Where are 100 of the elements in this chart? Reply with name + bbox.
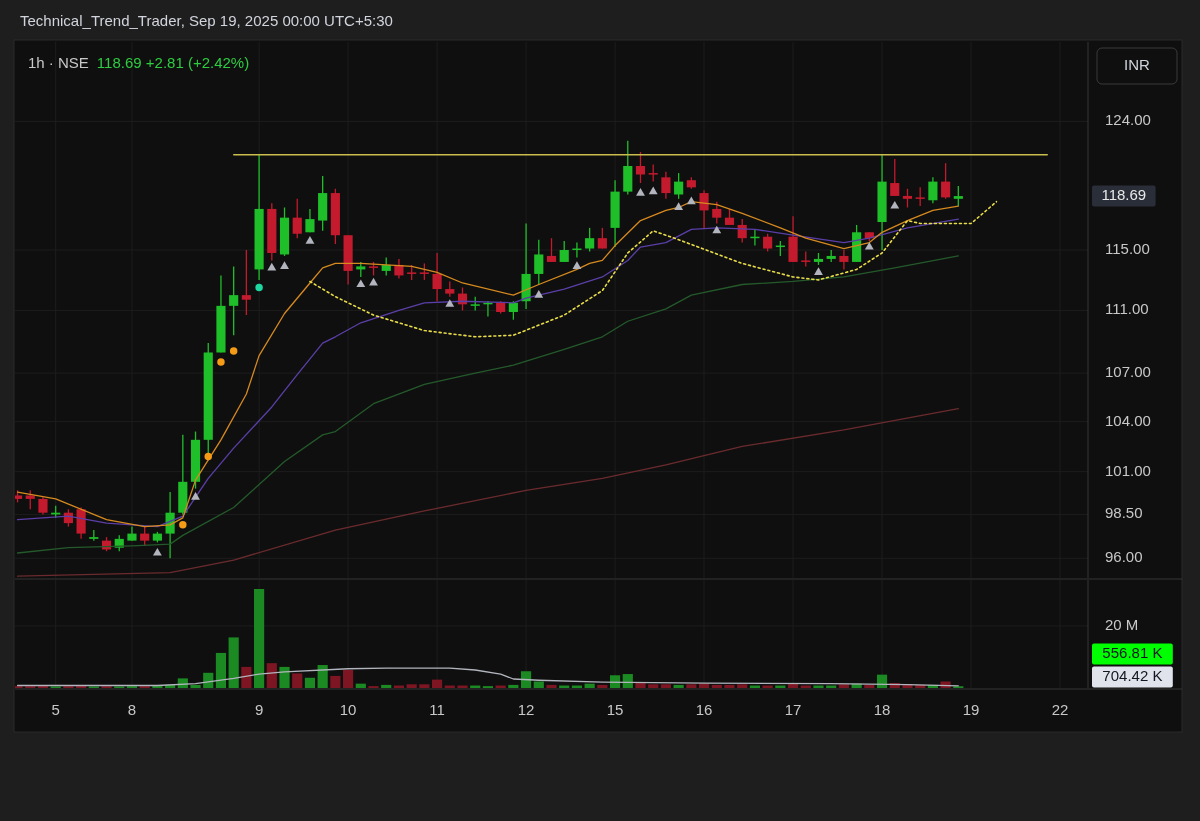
y-tick-label: 111.00 bbox=[1105, 300, 1149, 318]
candlestick bbox=[674, 172, 684, 200]
bar bbox=[533, 681, 544, 688]
bar bbox=[686, 684, 697, 688]
point bbox=[217, 358, 225, 366]
candlestick bbox=[953, 185, 963, 207]
bar bbox=[648, 684, 659, 688]
text: INR bbox=[1124, 55, 1151, 73]
point bbox=[864, 241, 874, 250]
point bbox=[814, 267, 823, 275]
candlestick bbox=[25, 489, 35, 510]
text: 118.69 bbox=[1101, 186, 1147, 204]
x-tick-label: 8 bbox=[127, 700, 137, 718]
bar bbox=[279, 666, 290, 688]
y-tick-label: 101.00 bbox=[1105, 461, 1151, 479]
point bbox=[179, 521, 187, 529]
bar bbox=[381, 684, 392, 688]
y-tick-label: 98.50 bbox=[1105, 504, 1143, 522]
point bbox=[686, 196, 696, 205]
bar bbox=[241, 666, 252, 688]
point bbox=[204, 452, 212, 461]
candlestick bbox=[635, 151, 646, 184]
bar bbox=[737, 684, 748, 688]
bar bbox=[635, 683, 646, 688]
text: Technical_Trend_Trader, Sep 19, 2025 00:00 UTC+5:30 bbox=[20, 11, 393, 29]
x-tick-label: 9 bbox=[254, 700, 264, 718]
candlestick bbox=[928, 176, 938, 204]
candlestick bbox=[534, 239, 544, 286]
point bbox=[305, 236, 315, 244]
x-tick-label: 5 bbox=[51, 700, 60, 718]
x-tick-label: 15 bbox=[606, 700, 624, 718]
candlestick bbox=[941, 162, 951, 200]
bar bbox=[343, 670, 354, 688]
y-tick-label: 20 M bbox=[1105, 615, 1139, 633]
bar bbox=[190, 684, 201, 688]
y-tick-label: 107.00 bbox=[1105, 363, 1151, 381]
bar bbox=[546, 684, 557, 688]
point bbox=[674, 202, 684, 211]
line-series bbox=[16, 407, 959, 577]
y-tick-label: 104.00 bbox=[1105, 411, 1151, 429]
bar bbox=[609, 675, 621, 688]
x-tick-label: 10 bbox=[339, 700, 357, 718]
candlestick bbox=[229, 265, 239, 336]
text: 704.42 K bbox=[1102, 666, 1163, 684]
candlestick bbox=[559, 240, 569, 263]
bar bbox=[864, 684, 875, 688]
point bbox=[636, 187, 645, 196]
bar bbox=[304, 677, 316, 688]
x-tick-label: 22 bbox=[1051, 700, 1069, 718]
bar bbox=[520, 671, 532, 688]
bar bbox=[584, 683, 595, 688]
text: 556.81 K bbox=[1102, 643, 1163, 661]
y-tick-label: 124.00 bbox=[1105, 111, 1151, 129]
bar bbox=[787, 683, 799, 688]
bar bbox=[37, 685, 49, 688]
candlestick bbox=[394, 258, 404, 280]
candlestick bbox=[241, 249, 251, 316]
candlestick bbox=[915, 186, 925, 207]
bar bbox=[711, 684, 722, 688]
candlestick bbox=[661, 171, 671, 200]
point bbox=[445, 299, 455, 307]
bar bbox=[228, 637, 239, 688]
bar bbox=[660, 684, 671, 688]
candlestick bbox=[432, 252, 442, 302]
bar bbox=[292, 673, 303, 688]
bar bbox=[698, 683, 710, 688]
bar bbox=[622, 674, 633, 688]
candlestick bbox=[699, 189, 709, 229]
x-tick-label: 16 bbox=[695, 700, 713, 718]
bar bbox=[432, 679, 443, 688]
candlestick bbox=[712, 201, 722, 225]
candlestick bbox=[292, 198, 302, 239]
point bbox=[890, 200, 900, 209]
x-tick-label: 18 bbox=[873, 700, 891, 718]
point bbox=[356, 279, 366, 288]
bar bbox=[724, 684, 735, 688]
candlestick bbox=[839, 249, 849, 271]
point bbox=[369, 277, 378, 286]
bar bbox=[838, 684, 849, 688]
bar bbox=[152, 685, 163, 688]
text: 118.69 +2.81 (+2.42%) bbox=[96, 53, 250, 71]
point bbox=[280, 261, 289, 269]
bar bbox=[597, 684, 608, 688]
bar bbox=[254, 589, 265, 688]
line-series bbox=[16, 255, 959, 554]
candlestick bbox=[546, 237, 557, 263]
point bbox=[534, 290, 544, 298]
candlestick bbox=[585, 227, 595, 253]
x-tick-label: 12 bbox=[517, 700, 535, 718]
y-tick-label: 115.00 bbox=[1105, 239, 1150, 257]
point bbox=[712, 225, 722, 234]
bar bbox=[317, 665, 328, 688]
candlestick bbox=[508, 300, 518, 321]
x-tick-label: 19 bbox=[962, 700, 980, 718]
bar bbox=[330, 675, 341, 688]
x-tick-label: 17 bbox=[784, 700, 802, 718]
point bbox=[648, 186, 658, 195]
candlestick bbox=[890, 158, 900, 197]
candlestick bbox=[597, 227, 607, 250]
y-tick-label: 96.00 bbox=[1105, 548, 1143, 566]
